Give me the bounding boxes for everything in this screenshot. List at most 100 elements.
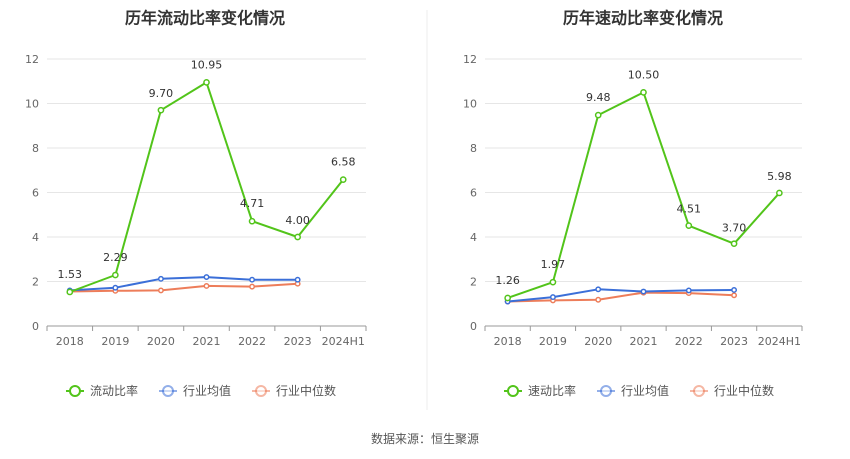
- data-point: [549, 294, 556, 301]
- x-tick-label: 2022: [238, 335, 266, 348]
- legend-item-3: 行业中位数: [690, 383, 774, 398]
- series-line: [507, 288, 735, 303]
- chart-title: 历年流动比率变化情况: [125, 9, 285, 28]
- data-label: 9.48: [586, 91, 611, 104]
- data-point: [685, 287, 692, 294]
- legend-item-1: 速动比率: [504, 383, 576, 398]
- chart-title: 历年速动比率变化情况: [563, 9, 723, 28]
- data-label: 6.58: [331, 156, 356, 169]
- chart-panel-1: 历年流动比率变化情况 0 2 4 6 8 10 12 2018 2019 2020 2021 2022 2…: [25, 9, 367, 398]
- data-point: [339, 176, 347, 183]
- x-tick-label: 2021: [630, 335, 658, 348]
- data-point: [157, 287, 164, 294]
- data-label: 2.29: [103, 251, 128, 264]
- y-tick-label: 8: [470, 142, 477, 155]
- data-label: 4.51: [677, 203, 702, 216]
- source-note: 数据来源：恒生聚源: [371, 431, 479, 446]
- data-point: [685, 222, 693, 230]
- legend-label: 行业均值: [183, 383, 231, 398]
- legend-label: 行业均值: [621, 383, 669, 398]
- data-point: [294, 276, 301, 283]
- data-label: 1.97: [541, 258, 566, 271]
- data-point: [203, 274, 210, 280]
- data-point: [640, 89, 647, 96]
- y-tick-label: 12: [25, 53, 39, 66]
- y-tick-label: 0: [32, 320, 39, 333]
- data-point: [66, 288, 74, 296]
- y-tick-label: 4: [470, 231, 477, 244]
- data-label: 3.70: [722, 222, 747, 235]
- legend-marker: [255, 385, 267, 397]
- x-tick-label: 2024H1: [758, 335, 801, 348]
- legend-label: 速动比率: [528, 383, 576, 398]
- data-label: 5.98: [767, 170, 792, 183]
- series-1: 1.26 1.97 9.48 10.50 4.51 3.70 5.98: [495, 68, 792, 302]
- legend-label: 行业中位数: [714, 383, 774, 398]
- data-point: [730, 240, 738, 248]
- y-tick-label: 2: [470, 276, 477, 289]
- data-point: [157, 106, 165, 114]
- data-point: [249, 283, 256, 290]
- data-label: 4.00: [285, 214, 310, 227]
- data-point: [248, 217, 256, 225]
- data-label: 9.70: [149, 87, 174, 100]
- legend-marker: [69, 385, 81, 397]
- data-point: [594, 111, 602, 119]
- legend-item-1: 流动比率: [66, 383, 138, 398]
- data-label: 4.71: [240, 197, 265, 210]
- series-3: [504, 289, 738, 305]
- x-tick-label: 2021: [193, 335, 221, 348]
- data-point: [549, 278, 557, 286]
- y-tick-label: 10: [463, 98, 477, 111]
- data-point: [112, 271, 119, 279]
- data-point: [203, 283, 210, 289]
- y-tick-label: 2: [32, 276, 39, 289]
- legend-label: 流动比率: [90, 383, 138, 398]
- y-tick-label: 0: [470, 320, 477, 333]
- y-tick-label: 6: [32, 187, 39, 200]
- y-tick-label: 4: [32, 231, 39, 244]
- data-point: [731, 292, 738, 299]
- legend-label: 行业中位数: [276, 383, 336, 398]
- series-1: 1.53 2.29 9.70 10.95 4.71 4.00 6.58: [58, 58, 356, 296]
- series-line: [69, 276, 298, 292]
- data-label: 10.95: [191, 58, 223, 71]
- x-tick-label: 2018: [56, 335, 84, 348]
- x-tick-label: 2023: [284, 335, 312, 348]
- data-point: [731, 287, 738, 293]
- data-label: 1.53: [58, 268, 83, 281]
- y-tick-label: 6: [470, 187, 477, 200]
- series-line: [69, 282, 298, 293]
- data-point: [203, 79, 210, 86]
- legend-marker: [693, 385, 705, 397]
- x-tick-label: 2019: [539, 335, 567, 348]
- x-tick-label: 2020: [147, 335, 175, 348]
- data-point: [112, 284, 119, 291]
- legend-item-3: 行业中位数: [252, 383, 336, 398]
- x-tick-label: 2020: [584, 335, 612, 348]
- x-tick-label: 2018: [494, 335, 522, 348]
- data-point: [294, 233, 301, 241]
- data-point: [157, 275, 164, 282]
- y-tick-label: 8: [32, 142, 39, 155]
- series-line: [507, 291, 735, 303]
- series-2: [504, 286, 738, 305]
- series-2: [66, 274, 301, 294]
- legend-item-2: 行业均值: [597, 383, 669, 398]
- data-point: [249, 276, 256, 283]
- y-tick-label: 10: [25, 98, 39, 111]
- legend-marker: [600, 385, 612, 397]
- data-point: [595, 296, 602, 303]
- x-tick-label: 2024H1: [322, 335, 365, 348]
- data-point: [640, 288, 647, 295]
- legend-item-2: 行业均值: [159, 383, 231, 398]
- data-label: 1.26: [495, 274, 520, 287]
- data-point: [776, 189, 783, 197]
- legend-marker: [507, 385, 519, 397]
- y-tick-label: 12: [463, 53, 477, 66]
- data-point: [504, 294, 511, 302]
- x-tick-label: 2022: [675, 335, 703, 348]
- data-point: [595, 286, 602, 293]
- x-tick-label: 2023: [720, 335, 748, 348]
